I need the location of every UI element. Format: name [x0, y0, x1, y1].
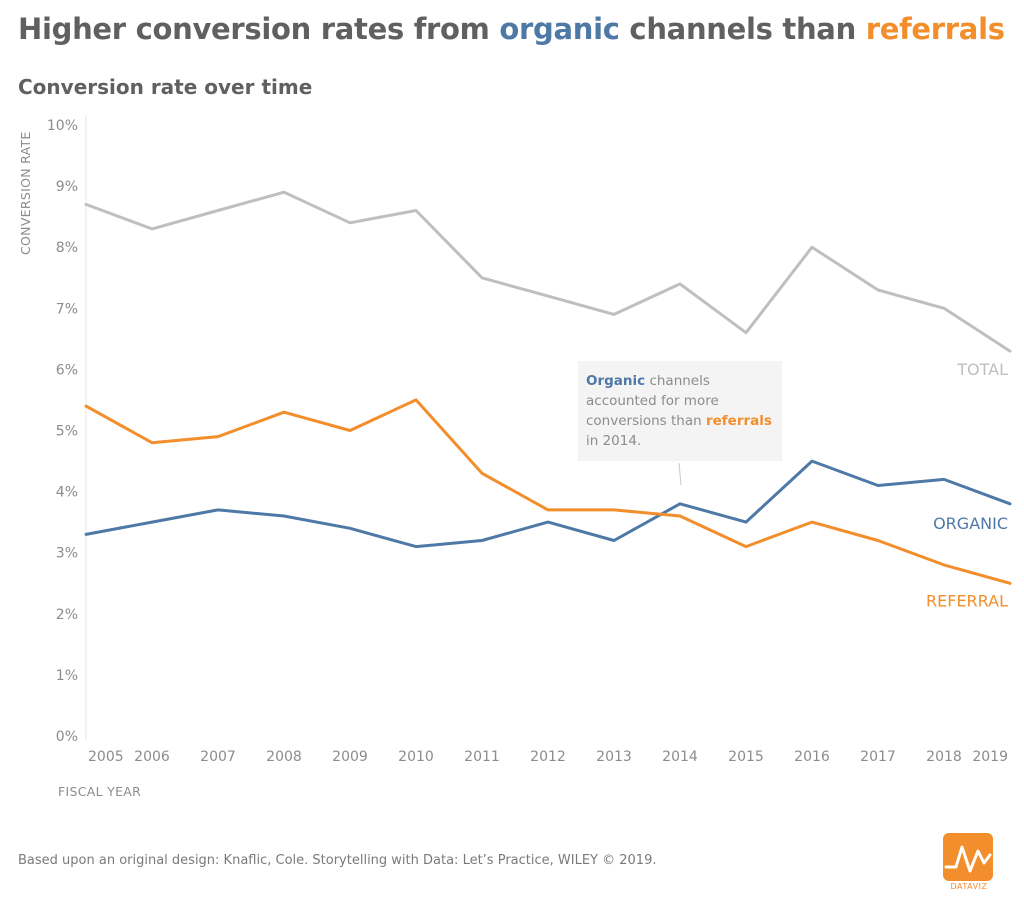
x-tick-label: 2019	[972, 749, 1008, 765]
y-tick-label: 7%	[56, 301, 78, 317]
x-tick-label: 2007	[200, 749, 236, 765]
x-tick-label: 2013	[596, 749, 632, 765]
x-tick-label: 2011	[464, 749, 500, 765]
chart-subtitle: Conversion rate over time	[18, 75, 313, 99]
y-tick-label: 10%	[47, 118, 78, 134]
title-referrals: referrals	[865, 12, 1005, 46]
y-tick-label: 9%	[56, 179, 78, 195]
title-prefix: Higher conversion rates from	[18, 12, 500, 46]
y-tick-label: 8%	[56, 240, 78, 256]
series-label-organic: ORGANIC	[933, 514, 1008, 533]
x-tick-label: 2016	[794, 749, 830, 765]
x-tick-label: 2018	[926, 749, 962, 765]
series-label-total: TOTAL	[956, 360, 1008, 379]
annotation-callout: Organic channels accounted for more conv…	[578, 361, 782, 461]
y-tick-label: 0%	[56, 729, 78, 745]
x-axis-title: FISCAL YEAR	[58, 784, 141, 799]
x-tick-label: 2008	[266, 749, 302, 765]
y-axis-ticks: 0% 1% 2% 3% 4% 5% 6% 7% 8% 9% 10%	[47, 118, 78, 745]
y-tick-label: 3%	[56, 546, 78, 562]
y-tick-label: 6%	[56, 362, 78, 378]
y-axis-title: CONVERSION RATE	[18, 131, 33, 255]
series-line-organic	[84, 459, 1012, 549]
x-tick-label: 2015	[728, 749, 764, 765]
x-tick-label: 2006	[134, 749, 170, 765]
series-line-referral	[84, 398, 1012, 585]
x-tick-label: 2012	[530, 749, 566, 765]
series-line-total	[84, 190, 1012, 353]
source-footnote: Based upon an original design: Knaflic, …	[18, 853, 657, 868]
callout-pointer	[678, 462, 682, 486]
series-label-referral: REFERRAL	[926, 591, 1008, 610]
callout-referrals: referrals	[705, 413, 772, 429]
title-middle: channels than	[619, 12, 866, 46]
x-tick-label: 2014	[662, 749, 698, 765]
dataviz-logo-icon	[943, 833, 993, 881]
x-axis-ticks: 2005 2006 2007 2008 2009 2010 2011 2012 2013 2014…	[88, 749, 1008, 765]
chart-title: Higher conversion rates from organic cha…	[18, 12, 1005, 46]
y-tick-label: 1%	[56, 668, 78, 684]
callout-text-2: in 2014.	[586, 433, 642, 449]
logo-zigzag-icon	[944, 845, 992, 873]
x-tick-label: 2005	[88, 749, 124, 765]
series-lines	[84, 190, 1012, 585]
logo-text: DATAVIZ	[950, 882, 988, 891]
callout-organic: Organic	[586, 373, 646, 389]
series-labels: TOTAL ORGANIC REFERRAL	[926, 360, 1008, 610]
x-tick-label: 2017	[860, 749, 896, 765]
y-tick-label: 2%	[56, 607, 78, 623]
x-tick-label: 2009	[332, 749, 368, 765]
y-tick-label: 4%	[56, 485, 78, 501]
x-tick-label: 2010	[398, 749, 434, 765]
title-organic: organic	[499, 12, 620, 46]
y-tick-label: 5%	[56, 424, 78, 440]
callout-text-1: channels accounted for more conversions …	[586, 373, 719, 429]
